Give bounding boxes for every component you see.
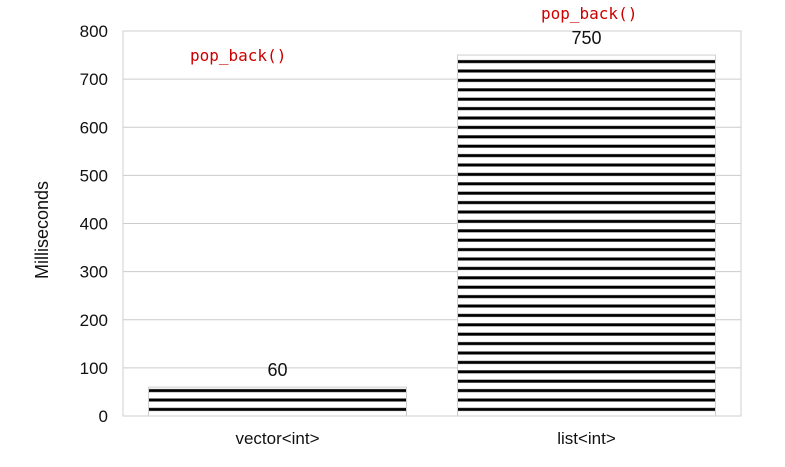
bar-0 xyxy=(148,386,407,417)
y-tick-label: 800 xyxy=(80,22,108,41)
y-tick-label: 100 xyxy=(80,359,108,378)
y-tick-label: 600 xyxy=(80,118,108,137)
annotation-list: pop_back() xyxy=(541,4,637,23)
category-label-0: vector<int> xyxy=(235,429,319,448)
y-tick-label: 400 xyxy=(80,215,108,234)
y-tick-label: 500 xyxy=(80,166,108,185)
bar-1 xyxy=(457,54,716,417)
y-axis-title: Milliseconds xyxy=(32,181,52,279)
y-tick-label: 0 xyxy=(99,407,108,426)
annotation-vector: pop_back() xyxy=(190,46,286,65)
y-tick-label: 300 xyxy=(80,263,108,282)
value-labels: 60 750 xyxy=(267,28,601,380)
category-labels: vector<int> list<int> xyxy=(235,429,615,448)
y-tick-label: 200 xyxy=(80,311,108,330)
value-label-0: 60 xyxy=(267,360,287,380)
plot-frame xyxy=(122,30,742,417)
gridlines xyxy=(123,30,741,369)
value-label-1: 750 xyxy=(571,28,601,48)
y-tick-labels: 0 100 200 300 400 500 600 700 800 xyxy=(80,22,108,426)
y-tick-label: 700 xyxy=(80,70,108,89)
category-label-1: list<int> xyxy=(557,429,616,448)
bars xyxy=(148,54,716,417)
